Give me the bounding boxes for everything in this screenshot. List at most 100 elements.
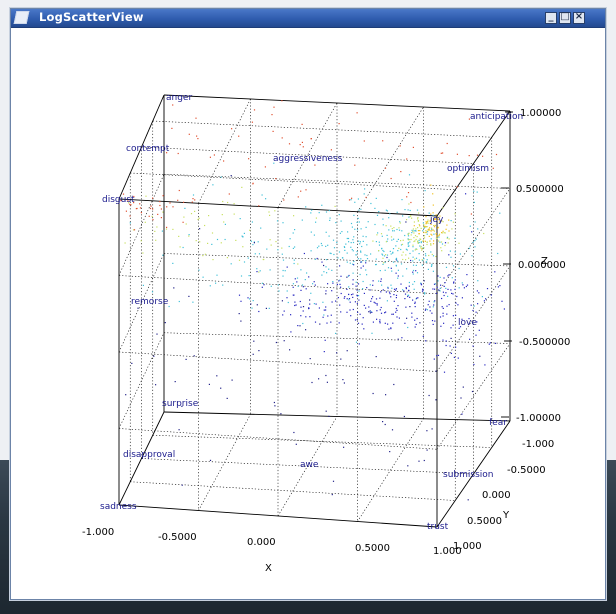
data-point: [472, 309, 474, 312]
title-bar[interactable]: LogScatterView _ □ ×: [11, 9, 605, 28]
left-grid-line: [118, 253, 165, 353]
data-point: [360, 267, 362, 269]
data-point: [243, 261, 246, 263]
data-point: [396, 228, 398, 231]
z-tick-label: -0.500000: [519, 337, 570, 348]
data-point: [429, 240, 431, 242]
data-point: [340, 358, 342, 360]
data-point: [258, 253, 261, 255]
data-point: [407, 233, 409, 236]
data-point: [450, 220, 452, 222]
data-point: [426, 233, 428, 235]
data-point: [422, 240, 425, 242]
data-point: [382, 289, 384, 291]
data-point: [347, 231, 349, 233]
data-point: [445, 292, 447, 294]
data-point: [382, 218, 384, 220]
data-point: [376, 214, 379, 216]
data-point: [405, 288, 407, 290]
data-point: [425, 216, 427, 218]
data-point: [395, 245, 397, 247]
data-point: [204, 224, 206, 227]
data-point: [385, 225, 387, 227]
data-point: [325, 306, 327, 308]
data-point: [467, 499, 469, 501]
data-point: [444, 232, 446, 234]
data-point: [391, 228, 393, 230]
data-point: [441, 232, 443, 234]
minimize-button[interactable]: _: [545, 11, 557, 24]
data-point: [309, 303, 311, 305]
data-point: [431, 227, 433, 229]
data-point: [253, 340, 255, 342]
data-point: [382, 257, 384, 259]
data-point: [238, 259, 241, 261]
data-point: [338, 280, 340, 282]
data-point: [456, 186, 458, 188]
data-point: [356, 112, 358, 114]
data-point: [165, 228, 168, 230]
data-point: [385, 291, 387, 293]
data-point: [302, 286, 304, 288]
data-point: [332, 281, 334, 283]
data-point: [194, 199, 196, 201]
data-point: [422, 230, 424, 232]
data-point: [282, 314, 284, 316]
data-point: [433, 233, 435, 235]
data-point: [172, 262, 174, 264]
data-point: [419, 238, 421, 240]
top-grid-line: [141, 146, 474, 164]
data-point: [444, 242, 447, 244]
data-point: [422, 288, 424, 290]
data-point: [484, 364, 486, 366]
data-point: [294, 246, 296, 248]
data-point: [253, 109, 256, 111]
data-point: [192, 198, 194, 200]
data-point: [452, 265, 455, 267]
data-point: [386, 240, 388, 242]
data-point: [358, 240, 360, 242]
data-point: [432, 212, 434, 214]
data-point: [410, 238, 412, 241]
data-point: [258, 350, 260, 352]
data-point: [461, 282, 463, 284]
data-point: [226, 257, 228, 259]
data-point: [425, 231, 428, 233]
data-point: [448, 274, 450, 276]
data-point: [281, 247, 283, 249]
data-point: [296, 281, 298, 283]
data-point: [452, 293, 454, 295]
data-point: [306, 272, 308, 274]
maximize-button[interactable]: □: [559, 11, 571, 24]
data-point: [385, 394, 387, 396]
data-point: [392, 322, 394, 324]
close-button[interactable]: ×: [573, 11, 585, 24]
data-point: [380, 291, 382, 293]
data-point: [434, 283, 436, 285]
data-point: [202, 276, 204, 278]
data-point: [209, 285, 211, 287]
data-point: [220, 176, 222, 178]
data-point: [281, 300, 283, 302]
data-point: [381, 284, 383, 286]
data-point: [433, 230, 435, 232]
data-point: [352, 308, 354, 311]
data-point: [198, 217, 200, 219]
data-point: [445, 344, 447, 347]
data-point: [223, 221, 225, 223]
data-point: [421, 290, 424, 292]
data-point: [414, 235, 417, 237]
data-point: [470, 304, 472, 306]
data-point: [303, 252, 305, 255]
data-point: [458, 242, 460, 244]
data-point: [330, 321, 332, 323]
data-point: [432, 214, 434, 216]
data-point: [386, 254, 389, 256]
data-point: [193, 355, 195, 357]
data-point: [151, 291, 154, 293]
data-point: [415, 270, 417, 272]
data-point: [308, 276, 310, 278]
data-point: [472, 345, 474, 347]
data-point: [468, 318, 470, 320]
